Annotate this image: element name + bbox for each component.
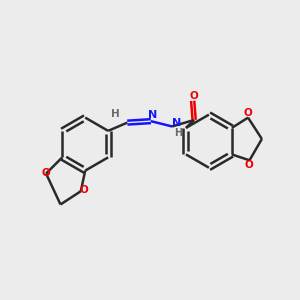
Text: O: O xyxy=(244,160,253,170)
Text: O: O xyxy=(41,168,50,178)
Text: O: O xyxy=(243,108,252,118)
Text: H: H xyxy=(111,109,119,119)
Text: N: N xyxy=(148,110,157,120)
Text: N: N xyxy=(172,118,182,128)
Text: H: H xyxy=(175,128,183,138)
Text: O: O xyxy=(80,185,89,195)
Text: O: O xyxy=(189,92,198,101)
